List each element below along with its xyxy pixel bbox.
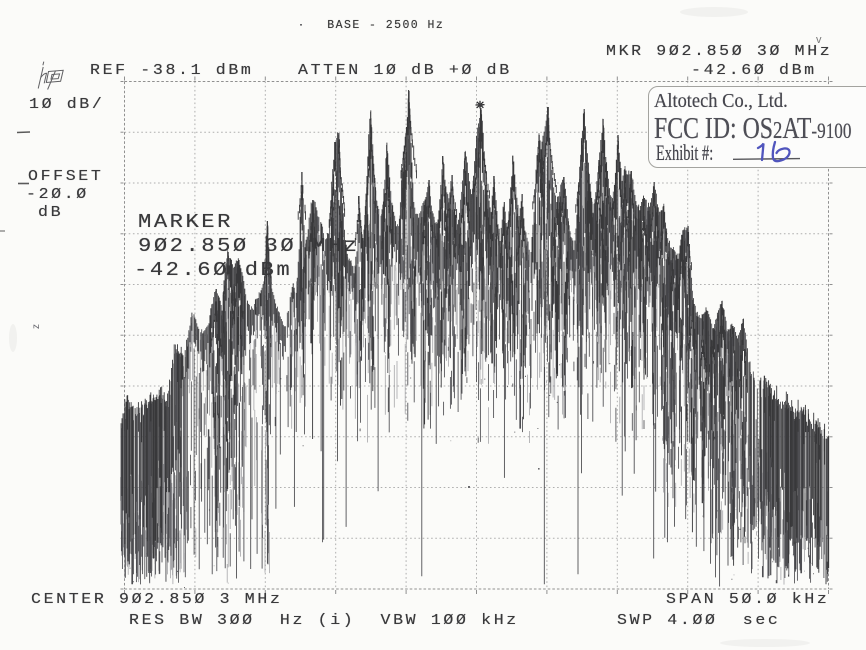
svg-text:v: v: [816, 34, 822, 46]
svg-text:z: z: [31, 324, 42, 329]
